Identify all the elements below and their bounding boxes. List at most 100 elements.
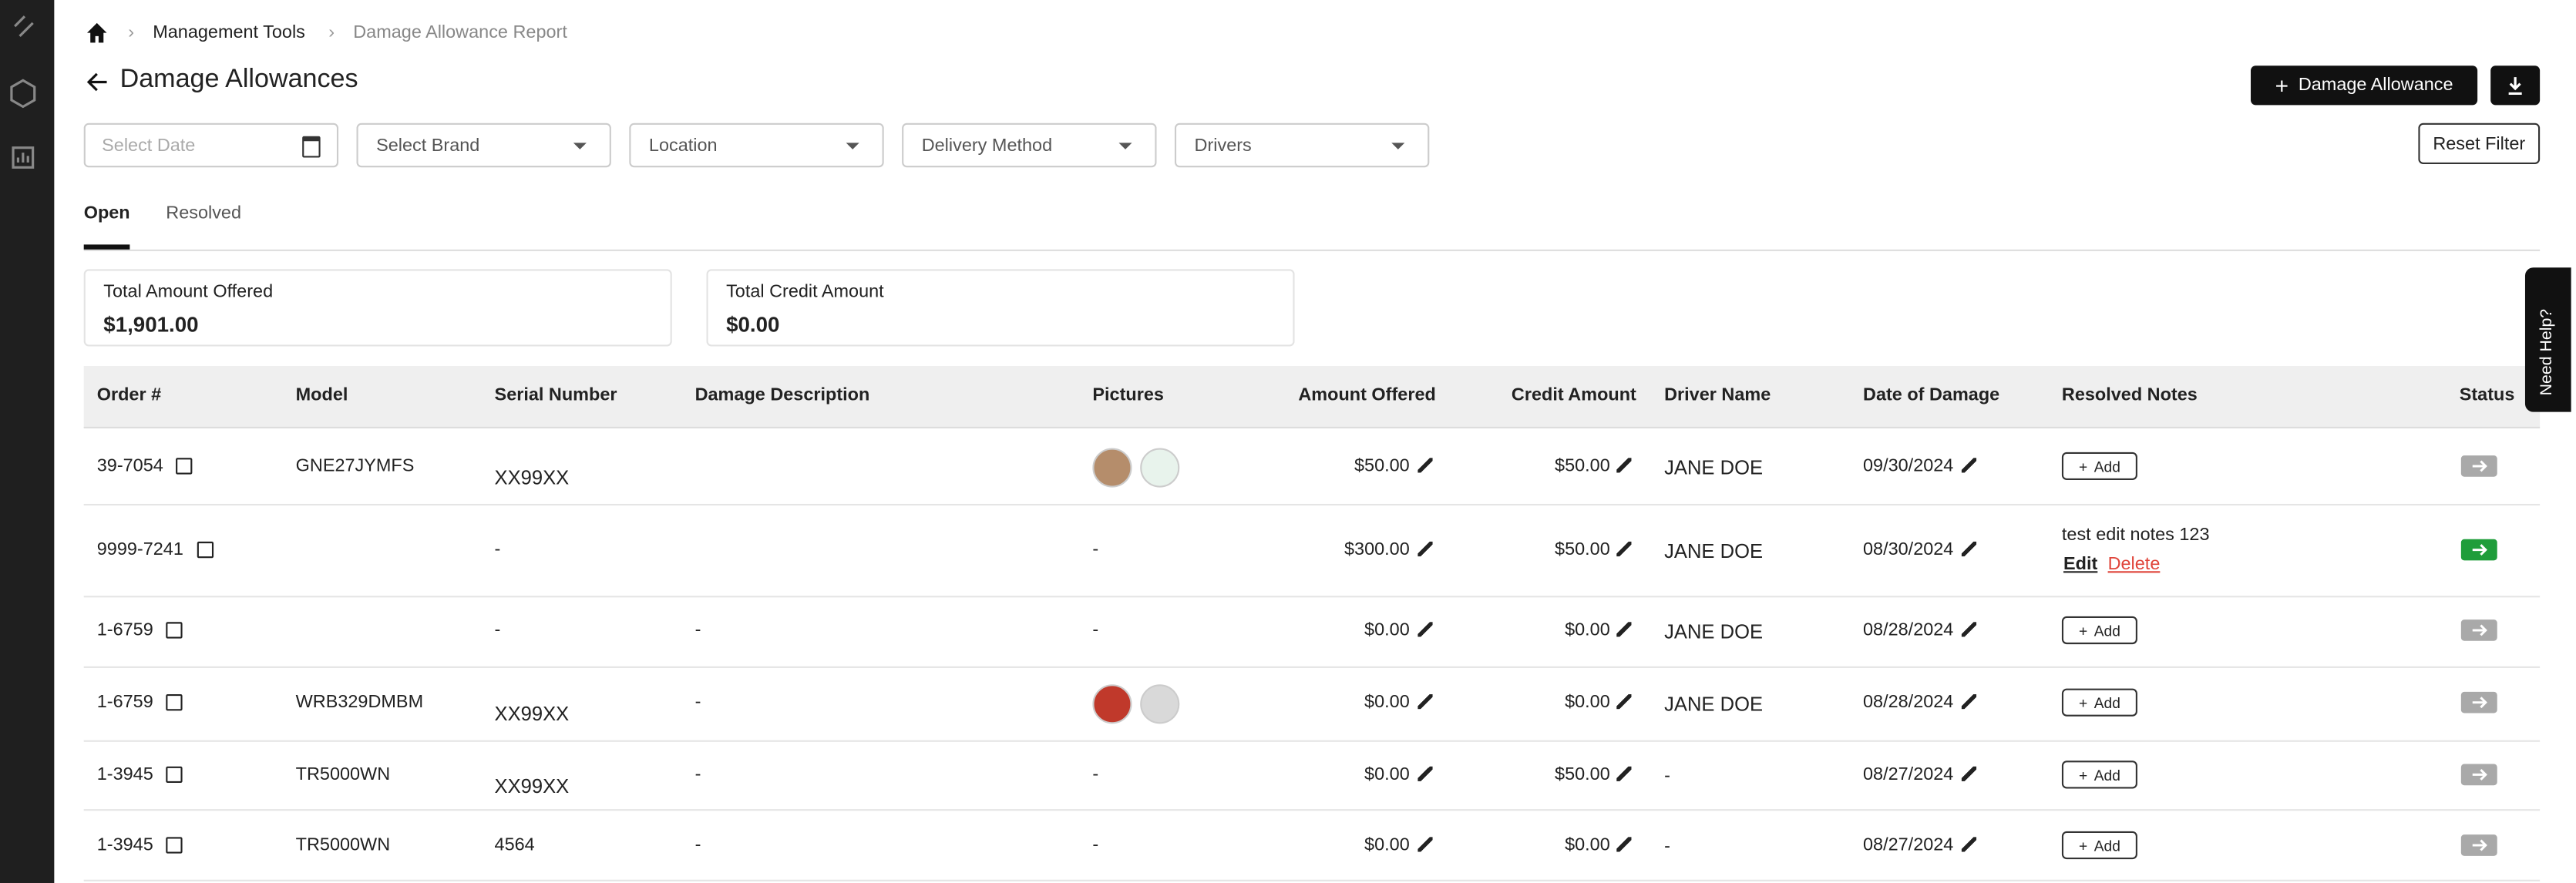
edit-icon[interactable] <box>1961 837 1977 852</box>
add-note-button[interactable]: + Add <box>2061 760 2137 789</box>
external-link-icon[interactable] <box>176 458 193 475</box>
date: 08/27/2024 <box>1863 764 1954 785</box>
edit-icon[interactable] <box>1961 458 1977 473</box>
external-link-icon[interactable] <box>197 541 214 559</box>
description: - <box>694 620 701 640</box>
serial: XX99XX <box>494 774 570 798</box>
order-link[interactable]: 9999-7241 <box>96 539 183 560</box>
column-header: Damage Description <box>694 385 870 406</box>
add-note-button[interactable]: + Add <box>2061 452 2137 481</box>
credit-amount: $0.00 <box>1565 692 1610 713</box>
thumbnail[interactable] <box>1140 448 1180 488</box>
add-label: Add <box>2093 458 2120 475</box>
external-link-icon[interactable] <box>166 766 183 784</box>
edit-icon[interactable] <box>1417 458 1433 473</box>
column-header: Order # <box>96 385 162 406</box>
column-header: Serial Number <box>494 385 617 406</box>
external-link-icon[interactable] <box>166 694 183 711</box>
edit-icon[interactable] <box>1616 837 1632 852</box>
driver-name: JANE DOE <box>1664 620 1764 643</box>
plus: + <box>2078 837 2088 854</box>
order-link[interactable]: 39-7054 <box>96 456 163 476</box>
credit-amount: $50.00 <box>1555 764 1610 785</box>
tab-divider <box>83 249 2541 251</box>
column-header: Pictures <box>1092 385 1164 406</box>
description: - <box>694 764 701 785</box>
edit-icon[interactable] <box>1616 694 1632 710</box>
edit-icon[interactable] <box>1616 458 1632 473</box>
calendar-icon <box>302 136 321 158</box>
row-divider <box>83 596 2541 598</box>
summary-card: Total Amount Offered $1,901.00 <box>83 269 672 347</box>
column-header: Model <box>295 385 348 406</box>
column-header: Status <box>2459 385 2515 406</box>
reset-filter[interactable]: Reset Filter <box>2418 123 2541 165</box>
plus: + <box>2078 766 2088 784</box>
edit-icon[interactable] <box>1616 622 1632 637</box>
filter-location[interactable]: Location <box>629 123 884 168</box>
edit-icon[interactable] <box>1961 541 1977 557</box>
driver-name: JANE DOE <box>1664 456 1764 479</box>
pictures: - <box>1092 539 1099 560</box>
edit-icon[interactable] <box>1961 622 1977 637</box>
tab-open[interactable]: Open <box>83 203 130 223</box>
page-title: Damage Allowances <box>119 65 358 94</box>
status-button[interactable] <box>2460 691 2497 713</box>
external-link-icon[interactable] <box>166 622 183 639</box>
add-note-button[interactable]: + Add <box>2061 616 2137 645</box>
row-divider <box>83 879 2541 881</box>
edit-icon[interactable] <box>1961 766 1977 781</box>
download-button[interactable] <box>2490 65 2541 106</box>
help-tab[interactable]: Need Help? <box>2524 267 2571 412</box>
add-button[interactable]: + Damage Allowance <box>2251 65 2478 106</box>
filter-delivery[interactable]: Delivery Method <box>902 123 1157 168</box>
status-button[interactable] <box>2460 834 2497 856</box>
filter-drivers[interactable]: Drivers <box>1174 123 1430 168</box>
edit-icon[interactable] <box>1616 541 1632 557</box>
add-button-label: Damage Allowance <box>2298 75 2453 96</box>
edit-icon[interactable] <box>1616 766 1632 781</box>
thumbnail[interactable] <box>1092 684 1132 724</box>
external-link-icon[interactable] <box>166 837 183 854</box>
edit-icon[interactable] <box>1417 541 1433 557</box>
edit-icon[interactable] <box>1961 694 1977 710</box>
order-link[interactable]: 1-3945 <box>96 835 153 855</box>
home-icon[interactable] <box>86 22 109 45</box>
serial: - <box>494 620 501 640</box>
order-link[interactable]: 1-3945 <box>96 764 153 785</box>
status-button[interactable] <box>2460 455 2497 477</box>
thumbnail[interactable] <box>1092 448 1132 488</box>
breadcrumb-link[interactable]: Management Tools <box>153 22 305 43</box>
edit-icon[interactable] <box>1417 766 1433 781</box>
order-link[interactable]: 1-6759 <box>96 620 153 640</box>
add-note-button[interactable]: + Add <box>2061 831 2137 860</box>
amount-offered: $50.00 <box>1354 456 1410 476</box>
tab-resolved[interactable]: Resolved <box>166 203 242 223</box>
delete-link[interactable]: Delete <box>2107 554 2161 575</box>
date: 09/30/2024 <box>1863 456 1954 476</box>
filter-label: Drivers <box>1194 136 1252 156</box>
status-button[interactable] <box>2460 764 2497 786</box>
driver-name: JANE DOE <box>1664 692 1764 716</box>
status-button[interactable] <box>2460 619 2497 641</box>
add-note-button[interactable]: + Add <box>2061 688 2137 717</box>
filter-brand[interactable]: Select Brand <box>356 123 611 168</box>
note-text: test edit notes 123 <box>2061 525 2210 546</box>
thumbnail[interactable] <box>1140 684 1180 724</box>
status-button[interactable] <box>2460 539 2497 561</box>
filter-label: Select Date <box>102 136 196 156</box>
add-label: Add <box>2093 694 2120 711</box>
edit-link[interactable]: Edit <box>2063 554 2098 575</box>
edit-icon[interactable] <box>1417 622 1433 637</box>
back-icon[interactable] <box>86 71 109 94</box>
edit-icon[interactable] <box>1417 694 1433 710</box>
serial: - <box>494 539 501 560</box>
date: 08/30/2024 <box>1863 539 1954 560</box>
filter-date[interactable]: Select Date <box>83 123 339 168</box>
order-link[interactable]: 1-6759 <box>96 692 153 713</box>
amount-offered: $300.00 <box>1343 539 1410 560</box>
row-divider <box>83 666 2541 668</box>
dropdown-caret <box>1391 143 1405 156</box>
edit-icon[interactable] <box>1417 837 1433 852</box>
